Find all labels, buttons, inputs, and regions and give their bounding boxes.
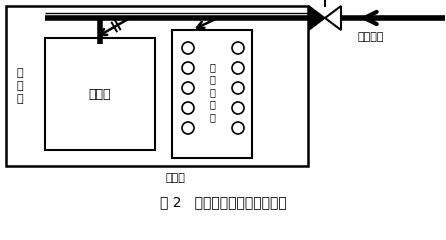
Text: 积算板: 积算板 <box>89 88 111 101</box>
Polygon shape <box>309 6 325 30</box>
Text: 接
线
箱: 接 线 箱 <box>17 68 23 104</box>
Text: 压缩空气: 压缩空气 <box>358 32 384 42</box>
Text: 接
线
端
子
盒: 接 线 端 子 盒 <box>209 62 215 122</box>
Text: 图 2   加装空气反吹装置示意图: 图 2 加装空气反吹装置示意图 <box>160 195 286 209</box>
Bar <box>6 6 308 166</box>
Bar <box>172 30 252 158</box>
Polygon shape <box>325 6 341 30</box>
Bar <box>45 38 155 150</box>
Text: 进线口: 进线口 <box>165 173 185 183</box>
